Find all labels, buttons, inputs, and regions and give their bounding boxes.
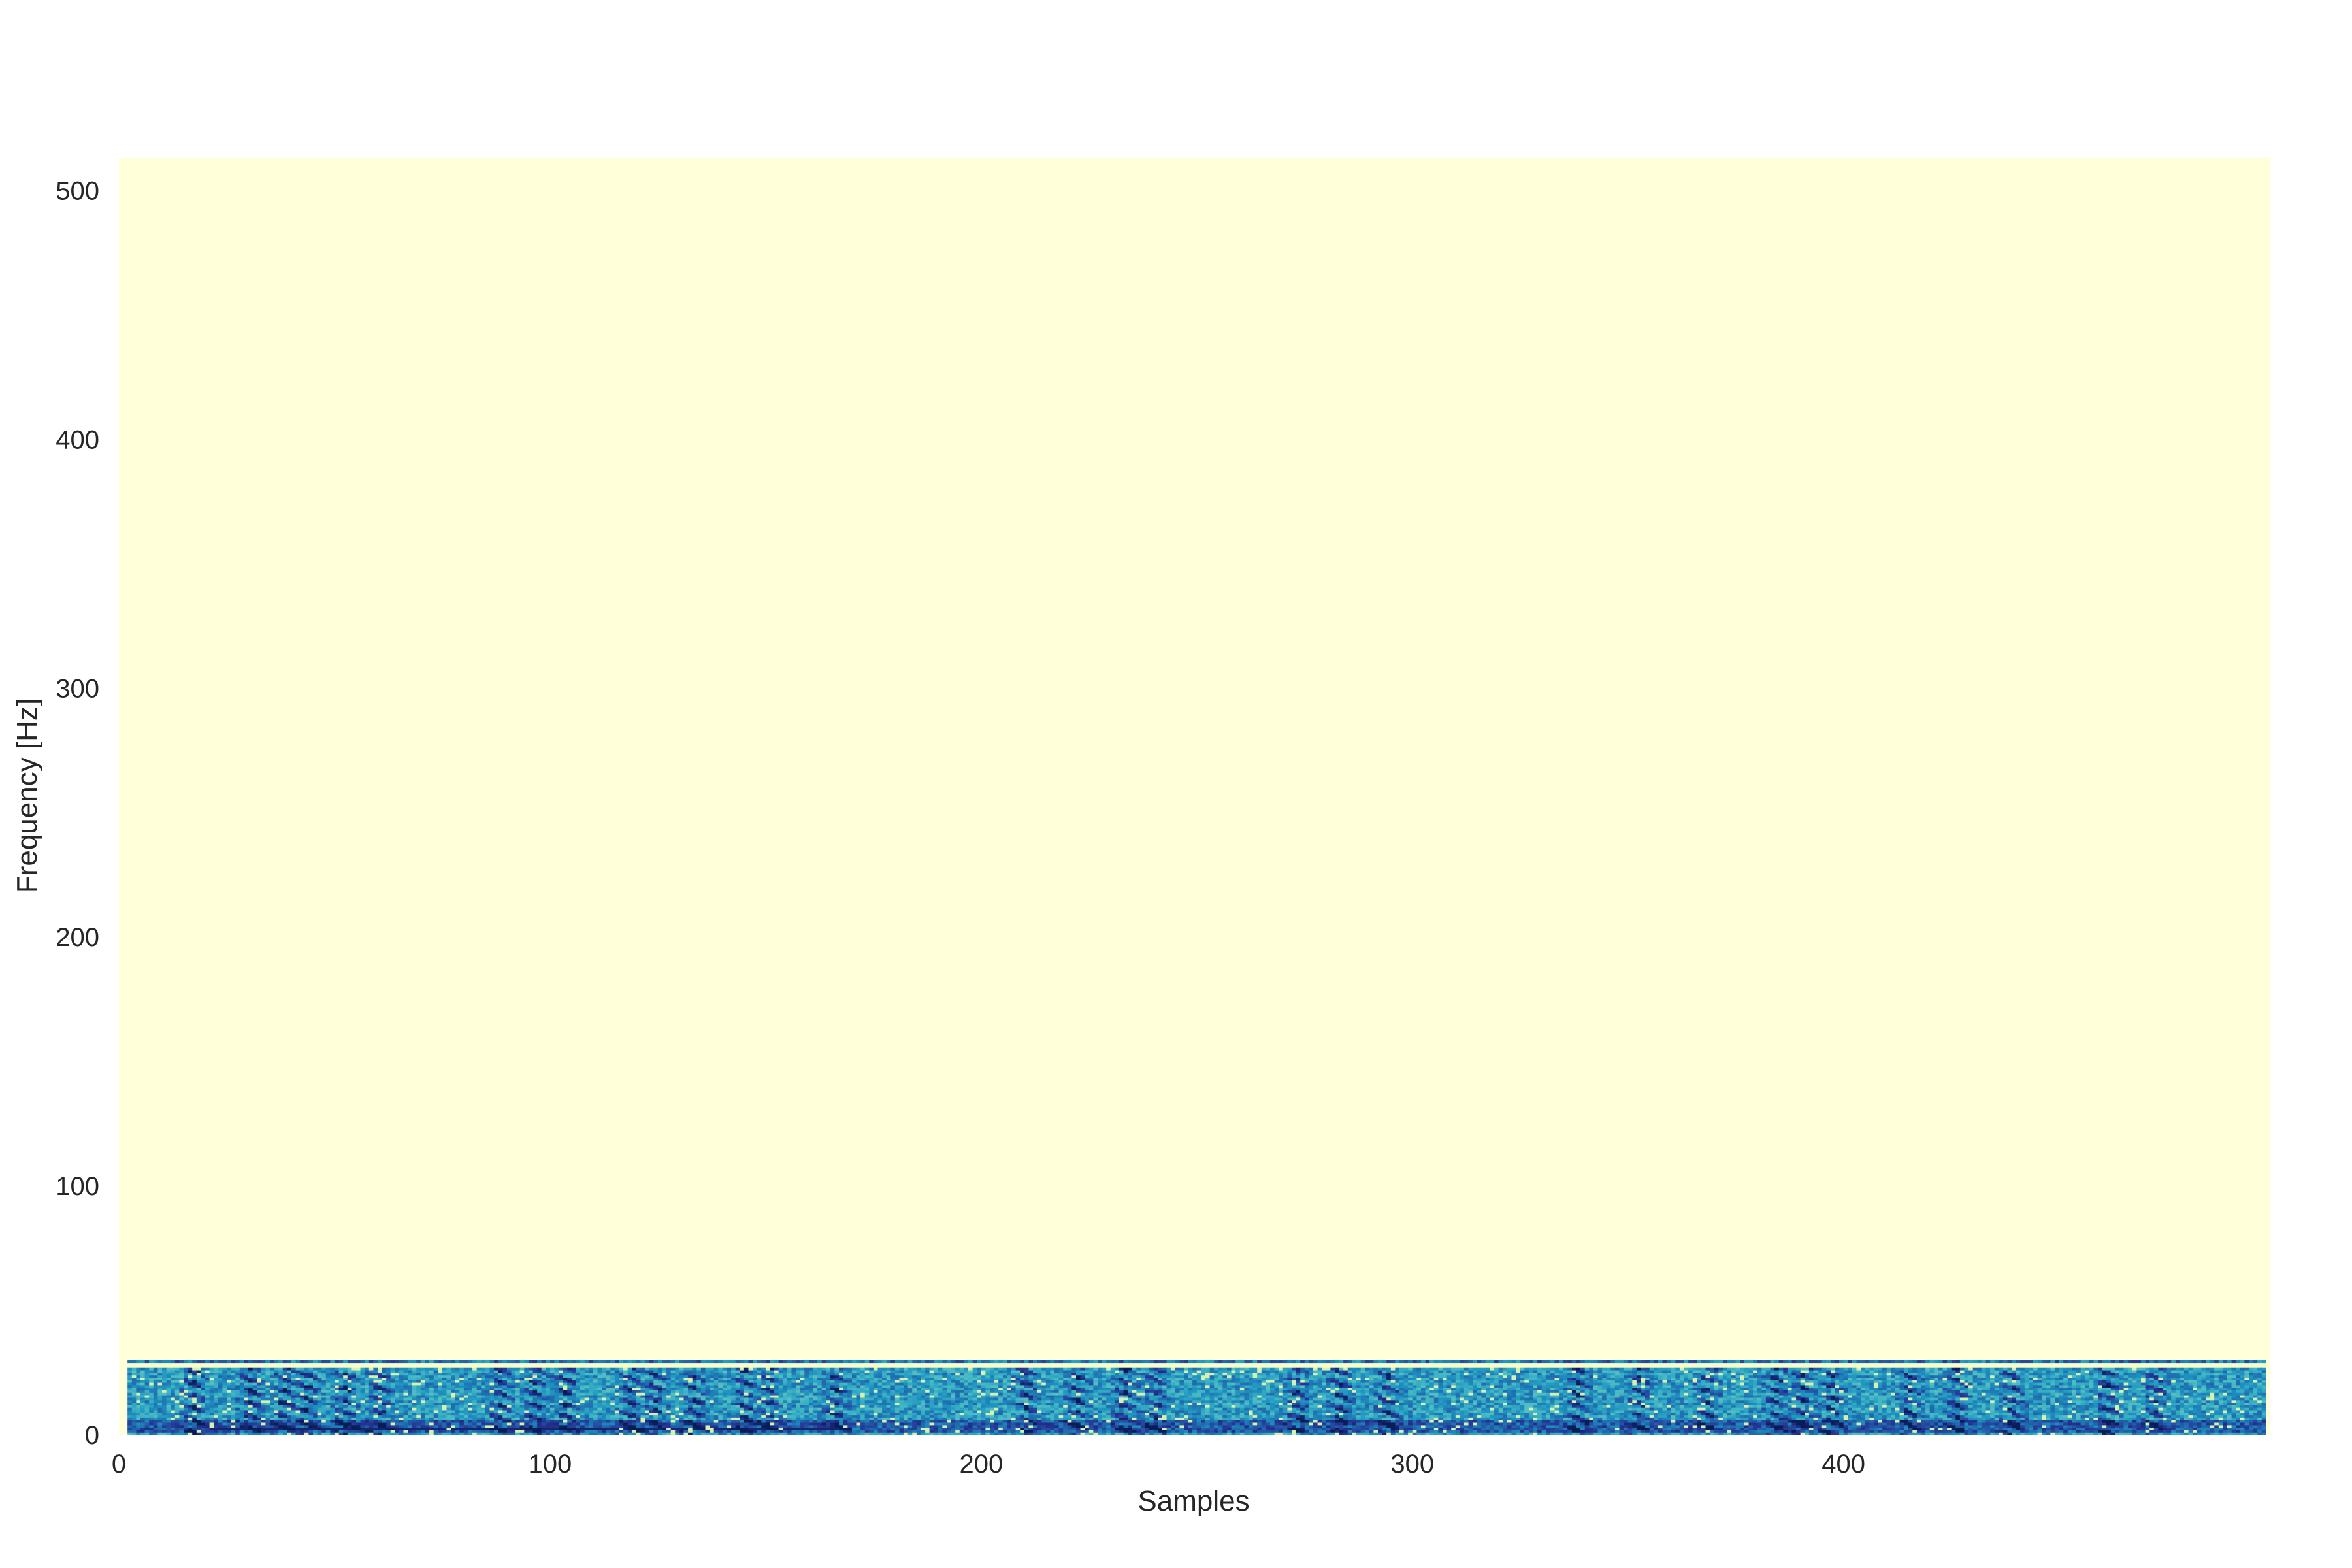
y-tick-label: 500 [56, 177, 99, 206]
y-axis-label: Frequency [Hz] [11, 698, 43, 893]
heatmap-background [119, 158, 2270, 1435]
x-axis-label: Samples [1137, 1485, 1249, 1517]
spectrogram-energy-band [127, 1360, 2266, 1435]
y-tick-label: 100 [56, 1172, 99, 1201]
y-tick-label: 400 [56, 425, 99, 454]
x-tick-label: 300 [1390, 1450, 1434, 1478]
x-tick-label: 200 [959, 1450, 1003, 1478]
plot-area [119, 158, 2270, 1435]
y-tick-label: 300 [56, 674, 99, 703]
y-axis-ticks: 0 100 200 300 400 500 [56, 177, 99, 1450]
x-tick-label: 0 [112, 1450, 126, 1478]
x-tick-label: 400 [1821, 1450, 1865, 1478]
y-tick-label: 200 [56, 923, 99, 952]
x-tick-label: 100 [529, 1450, 572, 1478]
y-tick-label: 0 [85, 1421, 99, 1450]
x-axis-ticks: 0 100 200 300 400 [112, 1450, 1865, 1478]
